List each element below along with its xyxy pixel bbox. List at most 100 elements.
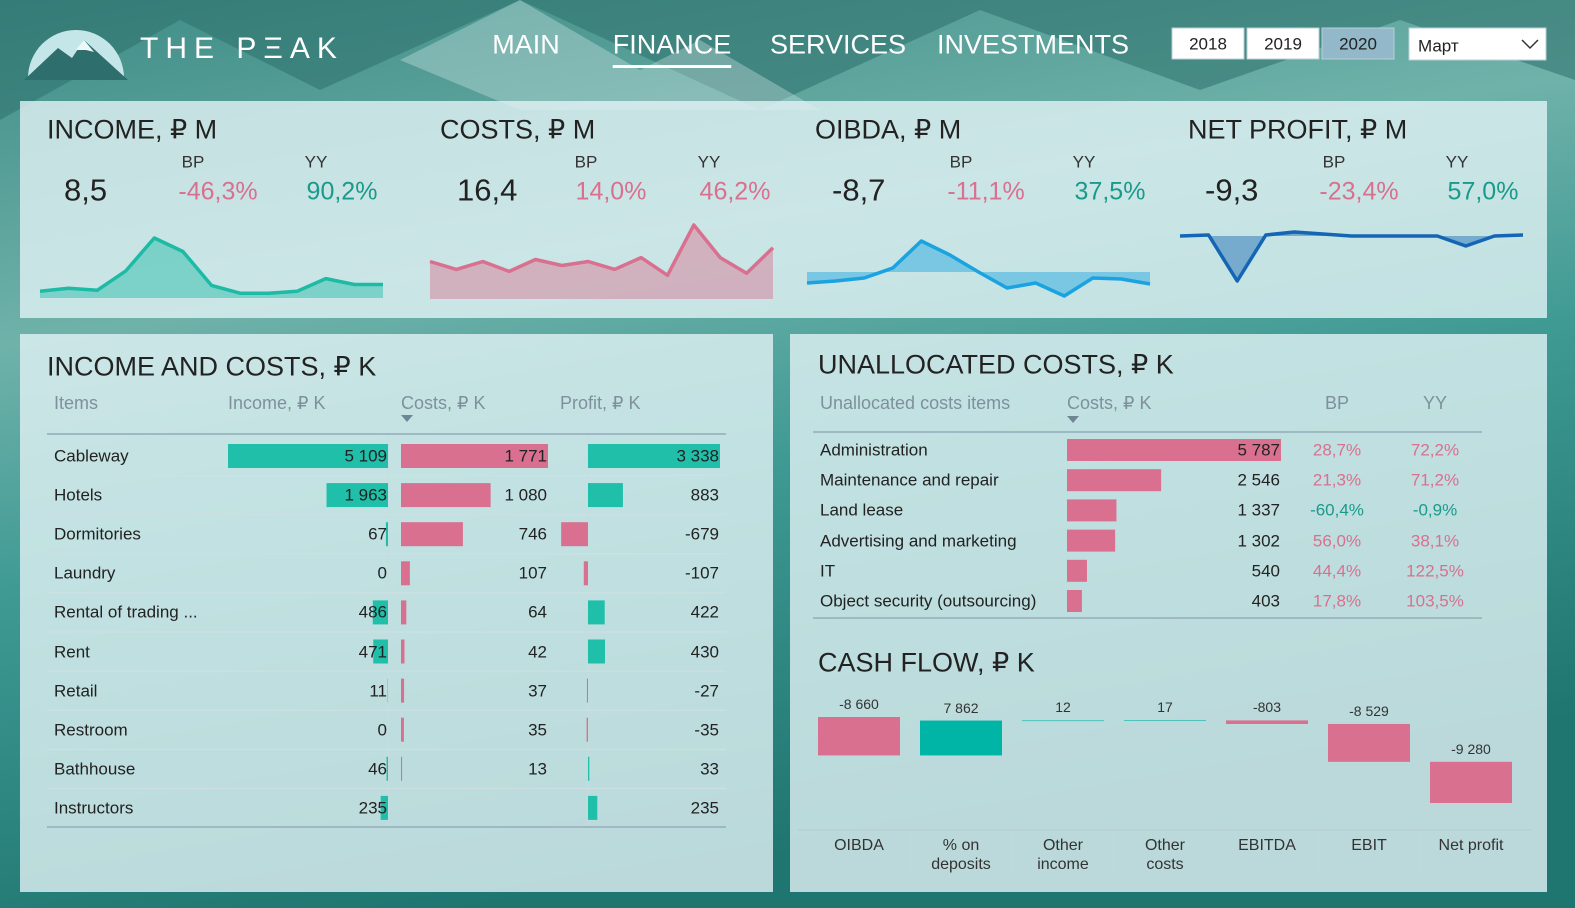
value-label: 11: [369, 681, 387, 701]
nav-underline: [612, 65, 732, 68]
profit-bar: [588, 795, 598, 820]
month-label[interactable]: Март: [1418, 36, 1459, 56]
waterfall-bar: [1430, 761, 1512, 803]
value-label: 1 080: [504, 485, 547, 505]
kpi-column-label: BP: [1322, 152, 1346, 172]
row-label: Rent: [54, 642, 90, 661]
nav-link[interactable]: FINANCE: [612, 29, 732, 60]
column-header: BP: [1324, 393, 1350, 413]
value-label: 12: [1055, 699, 1071, 716]
month-dropdown[interactable]: [1408, 27, 1547, 61]
profit-bar: [588, 483, 623, 508]
value-label: 486: [358, 602, 387, 622]
row-label: Laundry: [54, 563, 116, 583]
nav-link[interactable]: SERVICES: [769, 29, 907, 60]
costs-bar: [401, 444, 548, 468]
value-label: -803: [1252, 699, 1282, 716]
percent-label: 28,7%: [1312, 440, 1362, 460]
value-label: 107: [518, 563, 547, 583]
row-label: Bathhouse: [54, 759, 136, 779]
profit-bar: [586, 717, 588, 742]
kpi-value: -9,3: [1205, 172, 1259, 208]
costs-bar: [1067, 590, 1082, 612]
category-label: Other costs: [1144, 837, 1185, 873]
waterfall-bar: [1226, 720, 1308, 724]
kpi-title: OIBDA, ₽ M: [815, 114, 962, 145]
waterfall-bar: [1124, 720, 1206, 722]
kpi-value: 16,4: [457, 172, 518, 208]
value-label: 7 862: [943, 699, 979, 716]
kpi-column-label: YY: [304, 152, 328, 172]
nav-link[interactable]: INVESTMENTS: [936, 29, 1130, 60]
year-button[interactable]: [1246, 27, 1320, 60]
year-label[interactable]: 2019: [1264, 34, 1302, 54]
value-label: -27: [694, 681, 719, 701]
kpi-change: 90,2%: [306, 177, 378, 206]
year-label[interactable]: 2020: [1339, 34, 1377, 54]
kpi-column-label: BP: [181, 152, 205, 172]
table-title: UNALLOCATED COSTS, ₽ K: [818, 349, 1174, 380]
logo-text: THE PΞAK: [140, 32, 344, 65]
dropdown-chevron[interactable]: [1521, 39, 1539, 50]
row-label: Rental of trading ...: [54, 602, 198, 622]
value-label: 1 337: [1237, 500, 1280, 520]
sparkline: [806, 239, 1151, 298]
kpi-change: -11,1%: [947, 177, 1025, 206]
kpi-column-label: YY: [1445, 152, 1469, 172]
row-label: Cableway: [54, 446, 129, 466]
category-label: Net profit: [1438, 837, 1504, 854]
kpi-change: 46,2%: [699, 177, 771, 206]
row-label: Object security (outsourcing): [820, 591, 1037, 611]
profit-bar: [588, 756, 590, 781]
percent-label: 103,5%: [1406, 591, 1464, 611]
value-label: 35: [528, 720, 547, 740]
value-label: -107: [684, 563, 719, 583]
column-header: Items: [54, 393, 99, 413]
year-button[interactable]: [1171, 27, 1245, 60]
row-label: Administration: [820, 440, 928, 460]
category-label: Other income: [1037, 837, 1089, 873]
kpi-title: COSTS, ₽ M: [440, 114, 596, 145]
waterfall-bar: [1022, 720, 1104, 722]
year-label[interactable]: 2018: [1189, 34, 1227, 54]
year-button[interactable]: [1321, 27, 1395, 60]
costs-bar: [1067, 499, 1117, 522]
sparkline: [1179, 230, 1524, 283]
percent-label: 56,0%: [1312, 531, 1362, 551]
row-label: Maintenance and repair: [820, 470, 999, 490]
value-label: 17: [1157, 699, 1173, 716]
row-label: Retail: [54, 681, 98, 701]
percent-label: -60,4%: [1310, 500, 1364, 520]
nav-link[interactable]: MAIN: [492, 29, 560, 60]
profit-bar: [586, 678, 588, 703]
kpi-column-label: BP: [949, 152, 973, 172]
costs-bar: [401, 717, 404, 742]
value-label: 540: [1251, 561, 1280, 581]
income-bar: [386, 756, 388, 781]
kpi-value: 8,5: [64, 172, 108, 208]
income-bar: [385, 522, 388, 547]
column-header: Profit, ₽ K: [560, 393, 641, 413]
value-label: 746: [518, 524, 547, 544]
value-label: 883: [690, 485, 719, 505]
income-bar: [380, 795, 388, 820]
value-label: 422: [690, 602, 719, 622]
profit-bar: [583, 561, 588, 586]
percent-label: 21,3%: [1312, 470, 1362, 490]
percent-label: 44,4%: [1312, 561, 1362, 581]
percent-label: 38,1%: [1410, 531, 1460, 551]
category-label: EBITDA: [1238, 837, 1296, 854]
costs-bar: [1067, 439, 1281, 461]
category-label: EBIT: [1351, 837, 1387, 854]
costs-bar: [1067, 529, 1116, 552]
income-bar: [228, 444, 388, 468]
value-label: 2 546: [1237, 470, 1280, 490]
costs-bar: [401, 522, 463, 547]
percent-label: 122,5%: [1406, 561, 1464, 581]
row-label: Instructors: [54, 798, 134, 818]
row-label: Dormitories: [54, 524, 141, 544]
column-header: Unallocated costs items: [820, 393, 1011, 413]
value-label: 3 338: [676, 446, 719, 466]
